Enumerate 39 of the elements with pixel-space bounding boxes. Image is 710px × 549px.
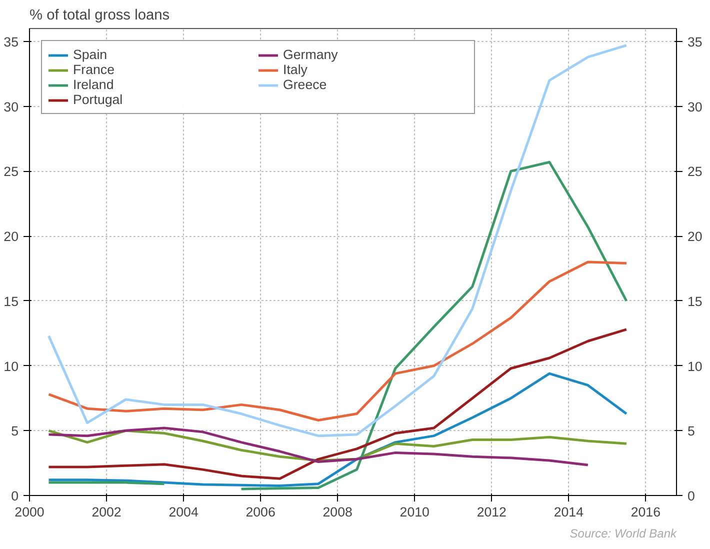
y-tick-label: 0 (11, 488, 19, 504)
x-tick-label: 2012 (476, 504, 506, 520)
y2-tick-label: 5 (688, 424, 695, 439)
x-tick-label: 2008 (322, 504, 352, 520)
line-series (48, 372, 628, 488)
y-tick-label: 35 (4, 34, 19, 50)
x-tick-label: 2000 (14, 504, 44, 520)
y2-tick-label: 20 (688, 229, 702, 244)
x-tick-label: 2006 (246, 504, 276, 520)
legend-label: Spain (73, 47, 108, 62)
line-series (48, 44, 628, 438)
x-tick-label: 2016 (630, 504, 661, 520)
y2-tick-label: 10 (688, 358, 702, 374)
chart-title: % of total gross loans (30, 8, 170, 24)
y2-tick-label: 0 (688, 488, 695, 504)
line-series (48, 260, 628, 422)
x-tick-label: 2002 (92, 504, 122, 520)
y-tick-label: 20 (4, 229, 19, 244)
source-note: Source: World Bank (570, 526, 678, 540)
legend-label: Ireland (73, 77, 115, 92)
line-series (48, 426, 590, 466)
legend-label: France (73, 62, 116, 77)
y2-tick-label: 30 (688, 99, 702, 114)
x-tick-label: 2004 (168, 504, 199, 520)
legend-label: Germany (283, 47, 339, 62)
y2-tick-label: 35 (688, 34, 702, 50)
x-tick-label: 2014 (554, 504, 584, 520)
legend-label: Greece (283, 77, 328, 92)
y-tick-label: 30 (4, 99, 19, 114)
x-tick-label: 2010 (400, 504, 430, 520)
y-tick-label: 10 (4, 358, 19, 374)
legend-label: Portugal (73, 92, 124, 107)
line-series (48, 328, 628, 480)
y2-tick-label: 25 (688, 164, 702, 180)
legend-label: Italy (283, 62, 308, 77)
y-tick-label: 5 (11, 424, 19, 439)
y2-tick-label: 15 (688, 294, 702, 309)
y-tick-label: 25 (4, 164, 19, 180)
y-tick-label: 15 (4, 294, 19, 309)
